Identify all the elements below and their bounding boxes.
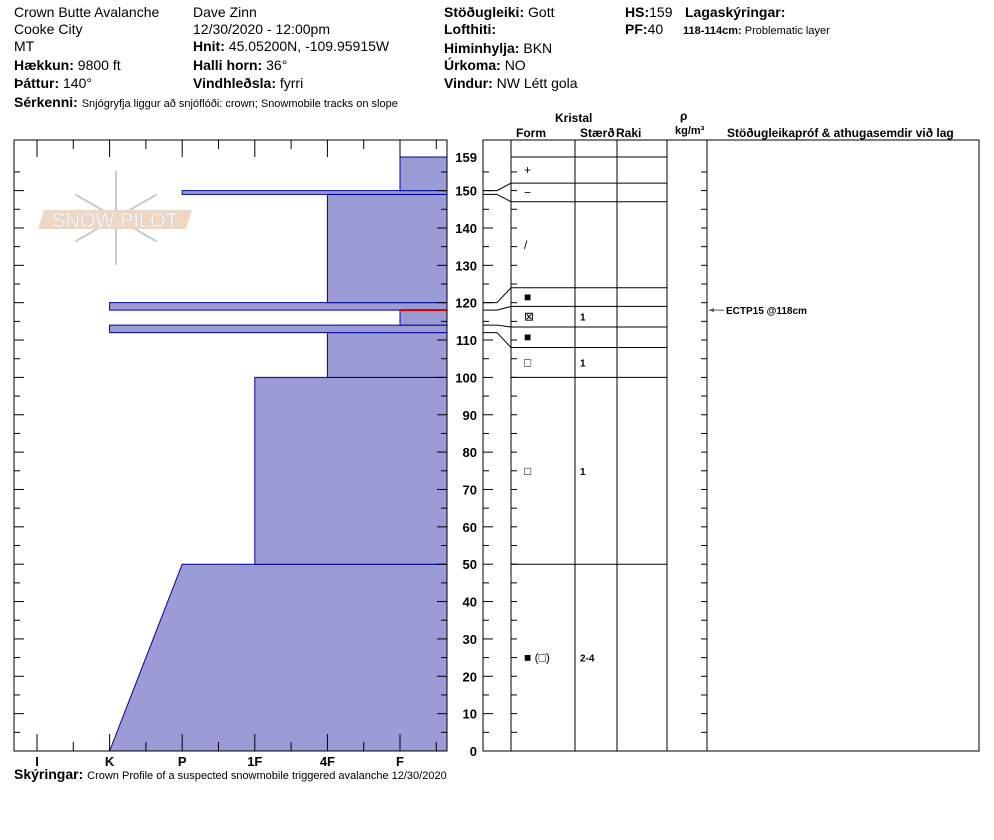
depth-label: 40 [463, 595, 477, 610]
depth-label: 130 [455, 258, 477, 273]
depth-label: 150 [455, 184, 477, 199]
col-crystal: Kristal [555, 111, 593, 125]
hardness-layer [326, 332, 448, 378]
hardness-layer [399, 156, 448, 192]
layer-notes-label: Lagaskýringar: [685, 4, 786, 20]
depth-label: 50 [463, 557, 477, 572]
layer-note: 118-114cm: Problematic layer [683, 25, 830, 37]
hardness-layer [108, 563, 448, 752]
hardness-label: K [105, 754, 115, 769]
col-form: Form [516, 126, 546, 140]
hardness-label: P [178, 754, 187, 769]
hardness-frame [13, 139, 448, 752]
hardness-label: F [396, 754, 404, 769]
comments: Skýringar: Crown Profile of a suspected … [14, 766, 447, 782]
depth-label: 80 [463, 445, 477, 460]
hardness-label: 4F [320, 754, 335, 769]
crystal-form: □ [524, 464, 531, 478]
crystal-form: ⊠ [524, 310, 534, 324]
datetime: 12/30/2020 - 12:00pm [193, 21, 330, 37]
site-name: Crown Butte Avalanche [14, 4, 160, 20]
state: MT [14, 38, 35, 54]
features: Sérkenni: Snjógryfja liggur að snjóflóði… [14, 94, 398, 110]
depth-label: 60 [463, 520, 477, 535]
depth-label: 110 [456, 333, 477, 348]
observer: Dave Zinn [193, 4, 257, 20]
hardness-label: 1F [247, 754, 262, 769]
wind: Vindur: NW Létt gola [444, 75, 578, 91]
hardness-layer [181, 190, 448, 195]
depth-label: 10 [463, 707, 477, 722]
crystal-size: 1 [580, 467, 586, 478]
col-density: kg/m³ [675, 125, 705, 137]
hardness-layer [326, 193, 448, 304]
hardness-layer [109, 302, 448, 311]
layer-connector [483, 193, 512, 203]
layer-connector [483, 287, 512, 304]
depth-label: 70 [463, 482, 477, 497]
depth-label: 140 [455, 221, 477, 236]
air-temp: Lofthiti: [444, 21, 497, 37]
hardness-layer [399, 309, 448, 326]
depth-label: 20 [463, 669, 477, 684]
precip: Úrkoma: NO [444, 57, 526, 73]
depth-label: 30 [463, 632, 477, 647]
depth-label: 120 [455, 296, 477, 311]
hs: HS:159 [625, 4, 673, 20]
arrow-icon [709, 308, 714, 313]
stability: Stöðugleiki: Gott [444, 4, 555, 20]
pf: PF:40 [625, 21, 664, 37]
crystal-form: / [524, 238, 528, 252]
wind-loading: Vindhleðsla: fyrri [193, 75, 304, 91]
crystal-form: ■ (□) [524, 651, 550, 665]
crystal-size: 2-4 [580, 654, 595, 665]
crystal-size: 1 [580, 313, 586, 324]
crystal-form: − [524, 185, 531, 199]
depth-label: 90 [463, 408, 477, 423]
crystal-form: ■ [524, 330, 531, 344]
layer-connector [483, 324, 512, 328]
coords: Hnit: 45.05200N, -109.95915W [193, 38, 390, 54]
depth-label: 159 [455, 150, 477, 165]
area: Cooke City [14, 21, 83, 37]
layer-connector [483, 305, 512, 311]
col-tests: Stöðugleikapróf & athugasemdir við lag [727, 126, 954, 140]
layer-connector [483, 182, 512, 192]
hardness-layer [109, 324, 448, 334]
aspect: Þáttur: 140° [14, 75, 92, 91]
sky: Himinhylja: BKN [444, 40, 553, 56]
hardness-layer [254, 376, 448, 565]
crystal-form: □ [524, 355, 531, 369]
col-size: Stærð [580, 126, 615, 140]
slope: Halli horn: 36° [193, 57, 288, 73]
crystal-size: 1 [580, 358, 586, 369]
hardness-label: I [35, 754, 39, 769]
layer-table [482, 139, 980, 752]
crystal-form: ■ [524, 290, 531, 304]
snowpilot-logo: SNOW PILOT [38, 171, 192, 265]
layer-connector [483, 332, 512, 348]
svg-text:SNOW PILOT: SNOW PILOT [52, 210, 178, 232]
col-moisture: Raki [616, 126, 642, 140]
stability-test: ECTP15 @118cm [726, 306, 807, 317]
depth-label: 0 [470, 744, 477, 759]
depth-label: 100 [455, 370, 477, 385]
col-rho: ρ [680, 109, 688, 123]
crystal-form: + [524, 163, 531, 177]
elevation: Hækkun: 9800 ft [14, 57, 121, 73]
